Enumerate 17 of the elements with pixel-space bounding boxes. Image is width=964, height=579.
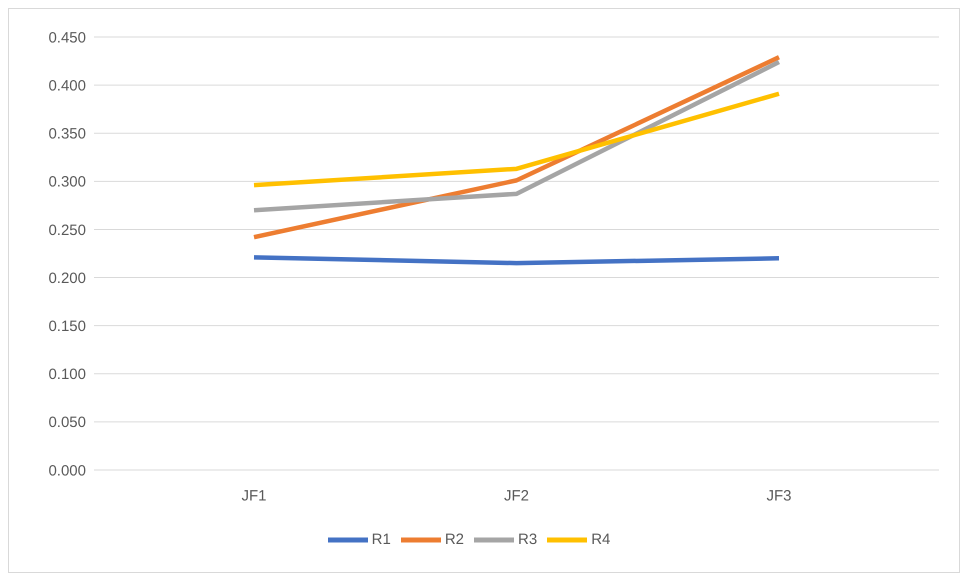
x-tick-label: JF2 [504,488,530,505]
legend-label: R4 [591,530,610,548]
y-tick-label: 0.050 [48,414,86,432]
y-tick-label: 0.450 [48,29,86,46]
y-tick-label: 0.400 [48,77,86,94]
x-tick-label: JF3 [766,488,792,505]
x-tick-label: JF1 [241,488,267,505]
y-tick-label: 0.350 [48,126,86,143]
legend-label: R1 [372,530,391,548]
y-tick-label: 0.300 [48,174,86,191]
y-tick-label: 0.000 [48,462,86,480]
y-tick-label: 0.250 [48,222,86,239]
legend-label: R3 [518,530,538,548]
y-tick-label: 0.200 [48,270,86,287]
y-tick-label: 0.100 [48,366,86,384]
y-tick-label: 0.150 [48,318,86,335]
legend-label: R2 [444,530,464,548]
